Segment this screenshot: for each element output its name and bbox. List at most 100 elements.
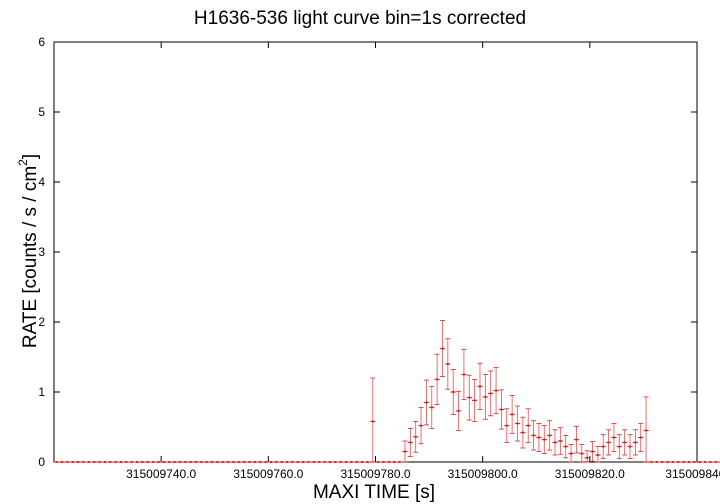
- data-point: [697, 461, 703, 463]
- data-point: [257, 461, 263, 463]
- data-point: [702, 461, 708, 463]
- data-point: [370, 377, 376, 463]
- y-axis-label-close: ]: [20, 153, 41, 160]
- data-point: [230, 461, 237, 463]
- data-point: [273, 461, 280, 463]
- data-point: [96, 461, 103, 463]
- data-point: [611, 423, 617, 452]
- plot-frame: [53, 41, 698, 463]
- data-point: [204, 461, 210, 463]
- data-point: [155, 461, 162, 463]
- data-point: [589, 441, 596, 462]
- y-tick-label: 2: [38, 315, 45, 329]
- data-point: [396, 461, 403, 463]
- data-point: [289, 461, 296, 463]
- data-point: [107, 461, 113, 463]
- data-point: [407, 427, 414, 457]
- data-point: [664, 461, 671, 463]
- data-point: [86, 461, 92, 463]
- data-point: [482, 374, 489, 420]
- data-point: [579, 444, 585, 463]
- x-axis-label: MAXI TIME [s]: [312, 482, 436, 503]
- data-point: [546, 420, 553, 451]
- x-tick-label: 315009820.0: [555, 467, 625, 481]
- y-tick-label: 0: [38, 455, 45, 469]
- data-point: [471, 378, 478, 422]
- data-point: [279, 461, 285, 463]
- data-point: [375, 461, 381, 463]
- data-point: [718, 461, 720, 463]
- data-point: [64, 461, 71, 463]
- data-point: [209, 461, 215, 463]
- y-tick-label: 1: [38, 385, 45, 399]
- data-point: [638, 423, 644, 452]
- data-point: [386, 461, 392, 463]
- data-point: [150, 461, 156, 463]
- data-point: [648, 461, 655, 463]
- data-point: [632, 429, 639, 456]
- data-point: [177, 461, 183, 463]
- x-tick-label: 315009760.0: [233, 467, 303, 481]
- data-point: [166, 461, 172, 463]
- data-point: [434, 353, 440, 406]
- data-point: [675, 461, 681, 463]
- y-axis-label: RATE [counts / s / cm2]: [16, 154, 42, 348]
- data-point: [680, 461, 687, 463]
- data-point: [520, 416, 526, 449]
- y-tick-label: 6: [38, 35, 45, 49]
- data-point: [568, 444, 574, 463]
- data-point: [102, 461, 108, 463]
- data-point: [600, 434, 606, 459]
- data-point: [316, 461, 322, 463]
- data-point: [139, 461, 146, 463]
- data-point: [171, 461, 178, 463]
- data-point: [525, 408, 531, 443]
- data-point: [123, 461, 130, 463]
- data-point: [354, 461, 360, 463]
- data-point: [193, 461, 199, 463]
- data-point: [455, 390, 462, 431]
- data-point: [429, 385, 435, 429]
- x-tick-label: 315009740.0: [126, 467, 196, 481]
- data-point: [530, 420, 537, 451]
- x-tick-label: 315009780.0: [340, 467, 410, 481]
- data-point: [707, 461, 714, 463]
- data-point: [225, 461, 231, 463]
- data-point: [439, 320, 446, 378]
- data-point: [241, 461, 247, 463]
- data-point: [295, 461, 301, 463]
- data-point: [466, 374, 472, 421]
- data-point: [536, 423, 542, 452]
- data-point: [654, 461, 660, 463]
- data-point: [161, 461, 167, 463]
- data-point: [713, 461, 719, 463]
- y-axis-label-sup: 2: [16, 159, 30, 166]
- data-point: [118, 461, 124, 463]
- data-point: [70, 461, 76, 463]
- data-point: [134, 461, 140, 463]
- data-point: [236, 461, 242, 463]
- data-point: [477, 362, 483, 410]
- data-point: [450, 369, 456, 415]
- data-point: [627, 434, 633, 459]
- y-tick-label: 4: [38, 175, 45, 189]
- data-point: [54, 461, 60, 463]
- data-point: [145, 461, 151, 463]
- data-point: [300, 461, 306, 463]
- data-point: [691, 461, 697, 463]
- data-point: [584, 450, 590, 463]
- data-point: [252, 461, 258, 463]
- data-point: [364, 461, 371, 463]
- data-point: [413, 420, 419, 453]
- data-point: [305, 461, 312, 463]
- data-point: [359, 461, 365, 463]
- data-point: [670, 461, 676, 463]
- data-point: [509, 395, 515, 434]
- data-point: [498, 389, 505, 430]
- data-point: [621, 429, 628, 456]
- data-point: [541, 425, 547, 455]
- data-point: [284, 461, 290, 463]
- data-point: [327, 461, 333, 463]
